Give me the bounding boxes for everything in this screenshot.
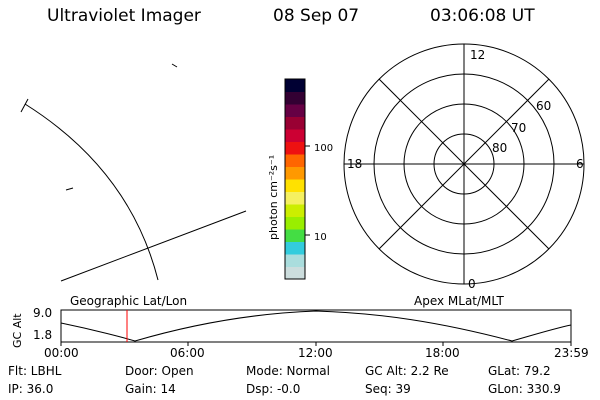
info-gain: Gain: 14	[125, 382, 176, 396]
info-door: Door: Open	[125, 364, 194, 378]
timeline-left-title: Geographic Lat/Lon	[70, 294, 188, 308]
geo-mark-2	[171, 63, 178, 68]
timeline-xtick-label-1800: 18:00	[425, 346, 460, 360]
colorbar	[285, 79, 305, 280]
altitude-curve	[60, 310, 572, 342]
colorbar-stripe	[285, 91, 305, 105]
colorbar-stripe	[285, 229, 305, 242]
timeline-xtick-label-2359: 23:59	[554, 346, 589, 360]
timeline-ytick-bottom: 1.8	[33, 328, 53, 342]
info-dsp: Dsp: -0.0	[246, 382, 301, 396]
colorbar-tick-label-100: 100	[314, 143, 333, 154]
polar-plot	[343, 43, 585, 285]
timeline-frame	[60, 309, 572, 343]
timeline-xtick-label-0600: 06:00	[170, 346, 205, 360]
geo-line	[60, 210, 247, 282]
polar-diagonal-2	[378, 78, 550, 250]
mlt-label-18: 18	[347, 157, 362, 171]
lat-label-70: 70	[511, 121, 526, 135]
colorbar-tick-label-10: 10	[314, 232, 327, 243]
info-seq: Seq: 39	[365, 382, 411, 396]
timeline-panel: GC Alt	[11, 309, 572, 348]
mlt-label-12: 12	[470, 48, 485, 62]
timeline-xtick-label-1200: 12:00	[298, 346, 333, 360]
colorbar-stripe	[285, 241, 305, 255]
info-ip: IP: 36.0	[8, 382, 54, 396]
colorbar-stripe	[285, 254, 305, 267]
colorbar-stripe	[285, 266, 305, 280]
colorbar-stripe	[285, 141, 305, 155]
mlt-label-6: 6	[576, 157, 584, 171]
geo-boundary-arc	[24, 103, 159, 281]
date-label: 08 Sep 07	[273, 6, 360, 26]
info-glat: GLat: 79.2	[488, 364, 551, 378]
colorbar-stripe	[285, 79, 305, 92]
info-glon: GLon: 330.9	[488, 382, 561, 396]
geographic-panel	[20, 63, 247, 282]
lat-label-60: 60	[536, 99, 551, 113]
geo-tick-top	[20, 98, 29, 113]
timeline-xtick-label-0000: 00:00	[44, 346, 79, 360]
timeline-right-title: Apex MLat/MLT	[414, 294, 504, 308]
colorbar-stripe	[285, 129, 305, 142]
colorbar-stripe	[285, 154, 305, 167]
info-filter: Flt: LBHL	[8, 364, 62, 378]
mlt-label-0: 0	[468, 277, 476, 291]
instrument-title: Ultraviolet Imager	[47, 6, 201, 26]
timeline-ytick-top: 9.0	[33, 306, 53, 320]
timeline-ylabel: GC Alt	[11, 313, 24, 348]
colorbar-frame	[284, 78, 306, 280]
colorbar-stripe	[285, 191, 305, 205]
geo-mark-1	[65, 187, 74, 191]
time-label: 03:06:08 UT	[430, 6, 535, 26]
info-gc-alt: GC Alt: 2.2 Re	[365, 364, 449, 378]
colorbar-stripe	[285, 179, 305, 192]
colorbar-stripe	[285, 104, 305, 117]
colorbar-stripe	[285, 166, 305, 180]
colorbar-stripe	[285, 116, 305, 130]
colorbar-stripe	[285, 216, 305, 230]
lat-label-80: 80	[492, 141, 507, 155]
colorbar-unit-label: photon cm⁻²s⁻¹	[267, 155, 280, 240]
info-mode: Mode: Normal	[246, 364, 330, 378]
colorbar-stripe	[285, 204, 305, 217]
